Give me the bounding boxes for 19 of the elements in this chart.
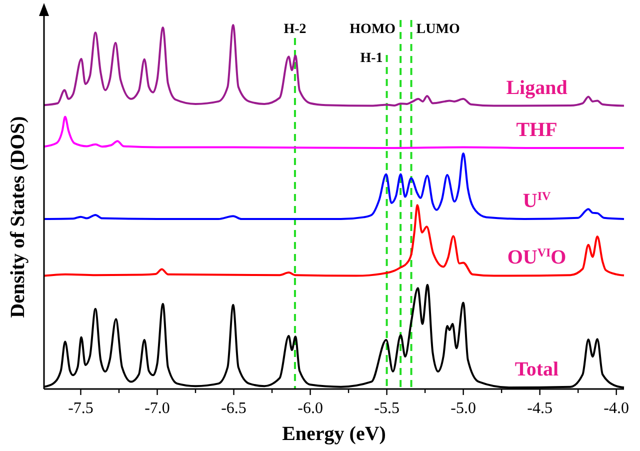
x-tick-label: -4.5 bbox=[527, 400, 552, 417]
series-label: OU$^{VI}$O bbox=[507, 245, 566, 268]
x-tick-label: -7.0 bbox=[144, 400, 170, 417]
x-tick-label: -7.5 bbox=[68, 400, 94, 417]
y-axis-title: Density of States (DOS) bbox=[7, 116, 29, 318]
x-tick-label: -6.0 bbox=[298, 400, 323, 417]
x-tick-label: -5.0 bbox=[450, 400, 476, 417]
ref-line-label: LUMO bbox=[416, 22, 460, 37]
ref-line-label: HOMO bbox=[350, 22, 396, 37]
series-label: THF bbox=[516, 119, 558, 142]
x-tick-label: -4.0 bbox=[604, 400, 630, 417]
ref-line-label: H-1 bbox=[360, 51, 383, 66]
ref-line-label: H-2 bbox=[284, 22, 306, 37]
series-label: U$^{IV}$ bbox=[522, 189, 551, 212]
series-label: Ligand bbox=[506, 76, 568, 99]
x-tick-label: -5.5 bbox=[374, 400, 400, 417]
x-tick-label: -6.5 bbox=[221, 400, 246, 417]
series-label: Total bbox=[514, 358, 560, 381]
x-axis-title: Energy (eV) bbox=[282, 423, 386, 445]
